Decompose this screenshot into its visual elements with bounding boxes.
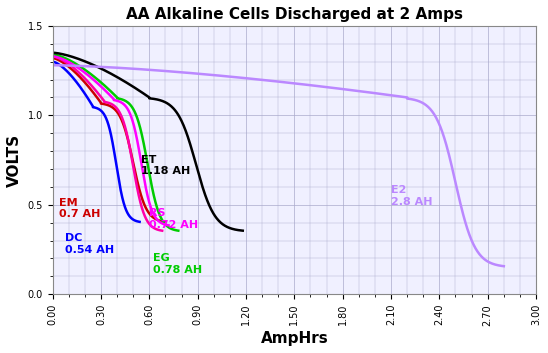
Y-axis label: VOLTS: VOLTS — [7, 133, 22, 187]
Text: ET
1.18 AH: ET 1.18 AH — [141, 155, 191, 176]
Title: AA Alkaline Cells Discharged at 2 Amps: AA Alkaline Cells Discharged at 2 Amps — [126, 7, 463, 22]
Text: E2
2.8 AH: E2 2.8 AH — [391, 185, 432, 207]
Text: RS
0.72 AH: RS 0.72 AH — [149, 208, 198, 230]
Text: DC
0.54 AH: DC 0.54 AH — [66, 233, 115, 255]
Text: EM
0.7 AH: EM 0.7 AH — [59, 198, 100, 219]
Text: EG
0.78 AH: EG 0.78 AH — [152, 253, 202, 275]
X-axis label: AmpHrs: AmpHrs — [260, 331, 328, 346]
